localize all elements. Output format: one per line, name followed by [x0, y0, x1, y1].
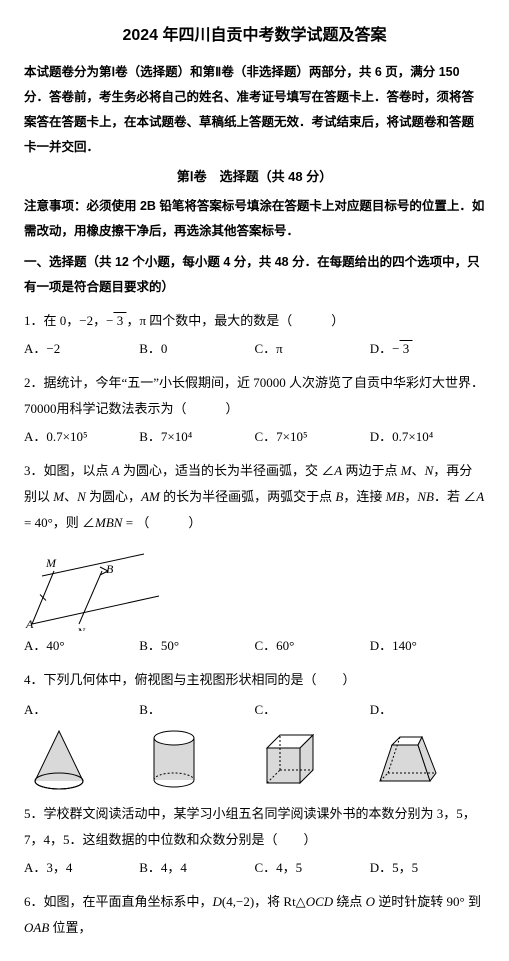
q2-opt-d: D．0.7×10⁴	[370, 424, 485, 450]
neg-sqrt3: − 3	[106, 313, 126, 328]
q5-opt-a: A．3，4	[24, 855, 139, 881]
q4-figures: A． B． C． D．	[24, 697, 485, 793]
q4-opt-d-label: D．	[370, 702, 392, 717]
q4-opt-c-label: C．	[255, 702, 277, 717]
cone-icon	[24, 723, 94, 793]
q4-opt-b-label: B．	[139, 702, 161, 717]
group1-title: 一、选择题（共 12 个小题，每小题 4 分，共 48 分．在每题给出的四个选项…	[24, 250, 485, 300]
q1-stem-a: 1．在 0，−2，	[24, 313, 106, 328]
q1-stem-b: ，π 四个数中，最大的数是（ ）	[126, 313, 344, 328]
q2-opt-a: A．0.7×10⁵	[24, 424, 139, 450]
question-6: 6．如图，在平面直角坐标系中，D(4,−2)，将 Rt△OCD 绕点 O 逆时针…	[24, 889, 485, 941]
rhombus-figure: A N M B	[24, 536, 164, 631]
q2-stem: 2．据统计，今年“五一”小长假期间，近 70000 人次游览了自贡中华彩灯大世界…	[24, 370, 485, 422]
q3-figure: A N M B	[24, 536, 485, 631]
notice-text: 注意事项：必须使用 2B 铅笔将答案标号填涂在答题卡上对应题目标号的位置上．如需…	[24, 194, 485, 244]
svg-text:M: M	[45, 556, 57, 570]
q4-stem: 4．下列几何体中，俯视图与主视图形状相同的是（ ）	[24, 667, 485, 693]
question-1: 1．在 0，−2，− 3 ，π 四个数中，最大的数是（ ） A．−2 B．0 C…	[24, 308, 485, 362]
q3-opt-d: D．140°	[370, 633, 485, 659]
q1-opt-b: B．0	[139, 336, 254, 362]
q5-opt-b: B．4，4	[139, 855, 254, 881]
q1-opt-c: C．π	[255, 336, 370, 362]
cylinder-icon	[139, 723, 209, 793]
svg-text:A: A	[25, 617, 34, 631]
page-title: 2024 年四川自贡中考数学试题及答案	[24, 20, 485, 52]
question-2: 2．据统计，今年“五一”小长假期间，近 70000 人次游览了自贡中华彩灯大世界…	[24, 370, 485, 450]
question-3: 3．如图，以点 A 为圆心，适当的长为半径画弧，交 ∠A 两边于点 M、N，再分…	[24, 458, 485, 659]
question-4: 4．下列几何体中，俯视图与主视图形状相同的是（ ） A． B． C． D．	[24, 667, 485, 793]
intro-text: 本试题卷分为第Ⅰ卷（选择题）和第Ⅱ卷（非选择题）两部分，共 6 页，满分 150…	[24, 60, 485, 160]
q3-stem: 3．如图，以点 A 为圆心，适当的长为半径画弧，交 ∠A 两边于点 M、N，再分…	[24, 458, 485, 536]
question-5: 5．学校群文阅读活动中，某学习小组五名同学阅读课外书的本数分别为 3，5，7，4…	[24, 801, 485, 881]
q1-opt-a: A．−2	[24, 336, 139, 362]
section1-header: 第Ⅰ卷 选择题（共 48 分）	[24, 164, 485, 190]
frustum-icon	[370, 723, 440, 793]
q1-opt-d: D．− 3	[370, 336, 485, 362]
q2-opt-c: C．7×10⁵	[255, 424, 370, 450]
q5-stem: 5．学校群文阅读活动中，某学习小组五名同学阅读课外书的本数分别为 3，5，7，4…	[24, 801, 485, 853]
q2-opt-b: B．7×10⁴	[139, 424, 254, 450]
svg-text:N: N	[76, 625, 86, 631]
q5-opt-d: D．5，5	[370, 855, 485, 881]
q5-opt-c: C．4，5	[255, 855, 370, 881]
q3-opt-b: B．50°	[139, 633, 254, 659]
q3-opt-a: A．40°	[24, 633, 139, 659]
cube-icon	[255, 723, 325, 793]
q4-opt-a-label: A．	[24, 702, 46, 717]
q3-opt-c: C．60°	[255, 633, 370, 659]
svg-text:B: B	[106, 562, 114, 576]
